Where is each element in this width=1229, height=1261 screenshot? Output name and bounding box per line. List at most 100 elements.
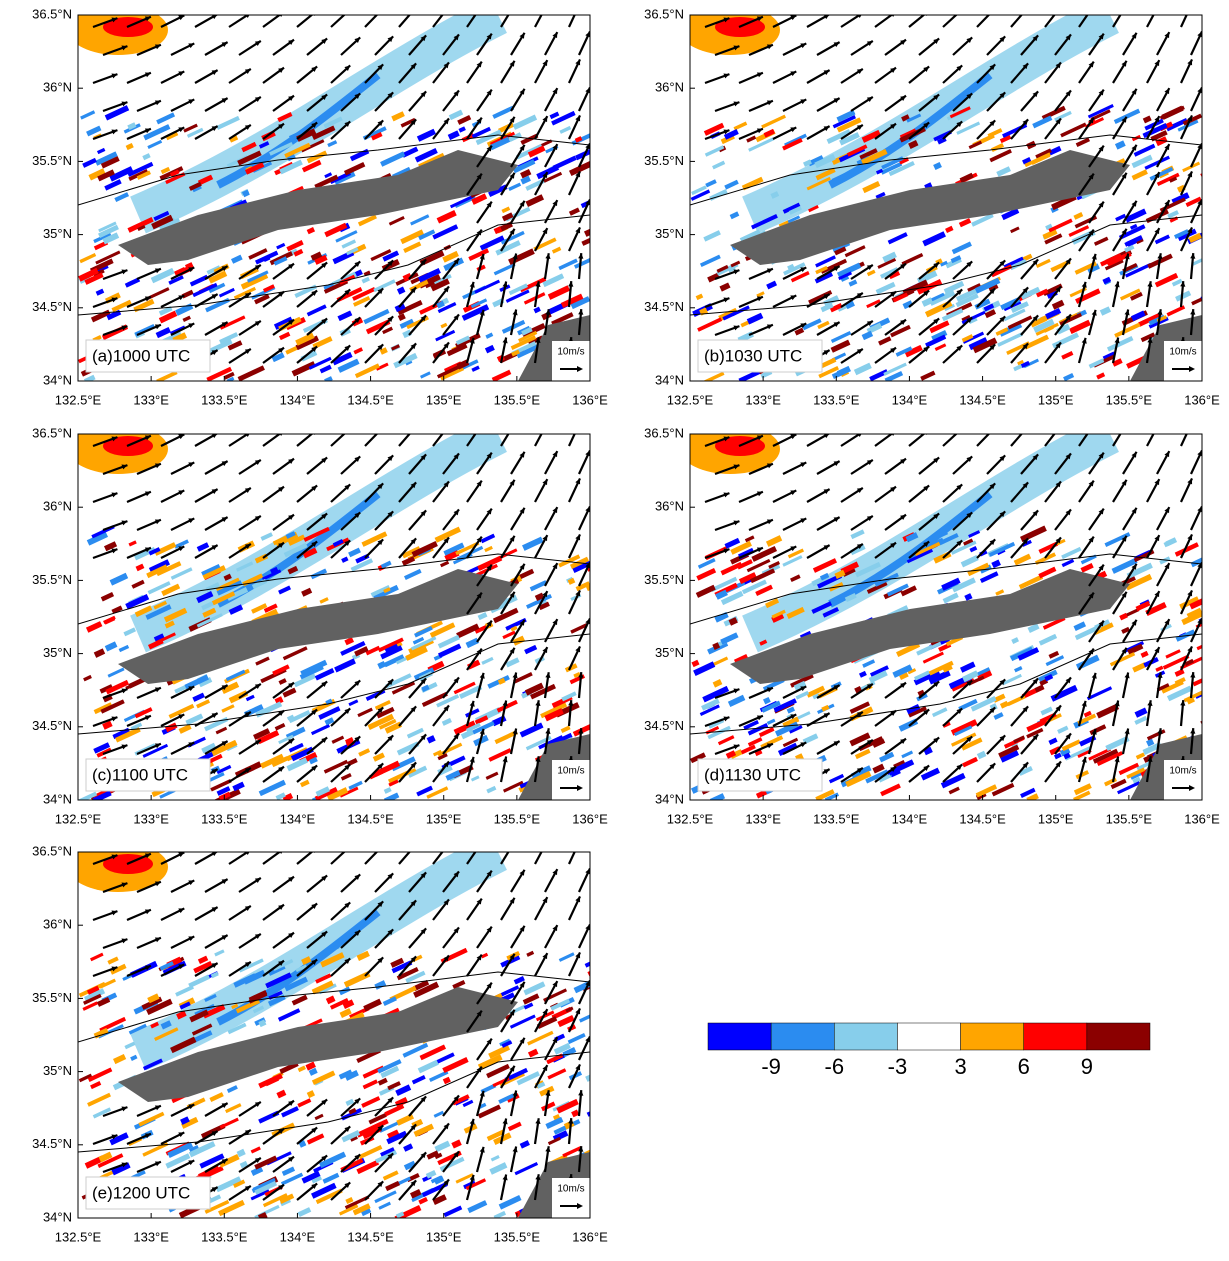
- map-panel: [680, 3, 1229, 383]
- x-tick-label: 132.5°E: [55, 811, 102, 826]
- y-tick-label: 35.5°N: [32, 990, 72, 1005]
- y-tick-label: 34°N: [43, 1209, 72, 1224]
- x-tick-label: 134°E: [280, 811, 316, 826]
- colorbar-swatch: [771, 1023, 834, 1050]
- arrow-head: [411, 7, 417, 13]
- x-tick-label: 134°E: [280, 392, 316, 407]
- map-panel: [68, 422, 607, 805]
- ref-label: 10m/s: [1169, 766, 1196, 777]
- y-tick-label: 34°N: [43, 791, 72, 806]
- panel-label: (d)1130 UTC: [704, 765, 801, 784]
- x-tick-label: 136°E: [1184, 811, 1220, 826]
- arrow-head: [1122, 424, 1127, 430]
- colorbar-swatch: [1087, 1023, 1150, 1050]
- y-tick-label: 36°N: [43, 80, 72, 95]
- y-tick-label: 35.5°N: [32, 153, 72, 168]
- arrow-head: [378, 427, 384, 433]
- x-tick-label: 134°E: [892, 392, 928, 407]
- x-tick-label: 133.5°E: [201, 811, 248, 826]
- x-tick-label: 135.5°E: [1106, 811, 1153, 826]
- x-tick-label: 132.5°E: [55, 392, 102, 407]
- streak: [590, 375, 601, 383]
- arrow-head: [411, 426, 417, 432]
- arrow-head: [1154, 4, 1159, 10]
- x-tick-label: 133°E: [133, 1229, 169, 1244]
- x-tick-label: 134°E: [280, 1229, 316, 1244]
- x-tick-label: 135.5°E: [494, 392, 541, 407]
- y-tick-label: 34°N: [655, 791, 684, 806]
- y-tick-label: 36°N: [43, 917, 72, 932]
- x-tick-label: 135.5°E: [494, 811, 541, 826]
- x-tick-label: 135.5°E: [494, 1229, 541, 1244]
- x-tick-label: 134.5°E: [347, 811, 394, 826]
- map-panel: [68, 3, 602, 383]
- y-tick-label: 35.5°N: [644, 153, 684, 168]
- y-tick-label: 35°N: [655, 226, 684, 241]
- panel-label: (a)1000 UTC: [92, 346, 190, 365]
- y-tick-label: 36°N: [655, 499, 684, 514]
- x-tick-label: 133°E: [745, 392, 781, 407]
- arrow-head: [1154, 423, 1159, 429]
- streak: [1201, 244, 1228, 260]
- x-tick-label: 134.5°E: [959, 392, 1006, 407]
- x-tick-label: 133°E: [133, 811, 169, 826]
- y-tick-label: 34°N: [655, 372, 684, 387]
- arrow-head: [444, 6, 449, 12]
- arrow-head: [510, 5, 515, 11]
- arrow-head: [1187, 422, 1192, 428]
- y-tick-label: 35.5°N: [644, 572, 684, 587]
- arrow-head: [575, 422, 580, 428]
- x-tick-label: 134.5°E: [347, 392, 394, 407]
- y-tick-label: 35°N: [655, 645, 684, 660]
- y-tick-label: 36°N: [43, 499, 72, 514]
- y-tick-label: 34.5°N: [32, 299, 72, 314]
- y-tick-label: 34.5°N: [644, 299, 684, 314]
- arrow-head: [990, 8, 996, 14]
- y-tick-label: 34.5°N: [644, 718, 684, 733]
- y-tick-label: 35°N: [43, 1063, 72, 1078]
- arrow-head: [956, 9, 962, 15]
- x-tick-label: 135°E: [1038, 811, 1074, 826]
- colorbar-swatch: [708, 1023, 771, 1050]
- arrow-head: [1023, 426, 1029, 432]
- x-tick-label: 135°E: [1038, 392, 1074, 407]
- arrow-head: [344, 428, 350, 434]
- arrow-head: [510, 842, 515, 848]
- y-tick-label: 36.5°N: [32, 6, 72, 21]
- x-tick-label: 136°E: [572, 392, 608, 407]
- x-tick-label: 133°E: [133, 392, 169, 407]
- x-tick-label: 132.5°E: [667, 392, 714, 407]
- arrow-head: [542, 841, 547, 847]
- arrow-head: [477, 843, 482, 849]
- colorbar-swatch: [961, 1023, 1024, 1050]
- colorbar-label: 6: [1018, 1054, 1030, 1079]
- streak: [1200, 745, 1225, 760]
- streak: [1201, 316, 1217, 327]
- x-tick-label: 135.5°E: [1106, 392, 1153, 407]
- x-tick-label: 133.5°E: [813, 811, 860, 826]
- x-tick-label: 132.5°E: [55, 1229, 102, 1244]
- arrow-head: [990, 427, 996, 433]
- x-tick-label: 135°E: [426, 811, 462, 826]
- y-tick-label: 35.5°N: [32, 572, 72, 587]
- colorbar-label: -3: [888, 1054, 908, 1079]
- arrow-head: [444, 843, 449, 849]
- y-tick-label: 36°N: [655, 80, 684, 95]
- colorbar-swatch: [897, 1023, 960, 1050]
- arrow-head: [344, 9, 350, 15]
- x-tick-label: 132.5°E: [667, 811, 714, 826]
- arrow-head: [1187, 3, 1192, 9]
- panel-label: (c)1100 UTC: [92, 765, 188, 784]
- panel-label: (e)1200 UTC: [92, 1183, 190, 1202]
- arrow-head: [411, 844, 417, 850]
- arrow-head: [1023, 7, 1029, 13]
- arrow-head: [1089, 425, 1094, 431]
- ref-label: 10m/s: [557, 766, 584, 777]
- arrow-head: [956, 428, 962, 434]
- arrow-head: [1056, 6, 1061, 12]
- y-tick-label: 35°N: [43, 226, 72, 241]
- arrow-head: [1122, 5, 1127, 11]
- y-tick-label: 36.5°N: [32, 425, 72, 440]
- arrow-head: [477, 425, 482, 431]
